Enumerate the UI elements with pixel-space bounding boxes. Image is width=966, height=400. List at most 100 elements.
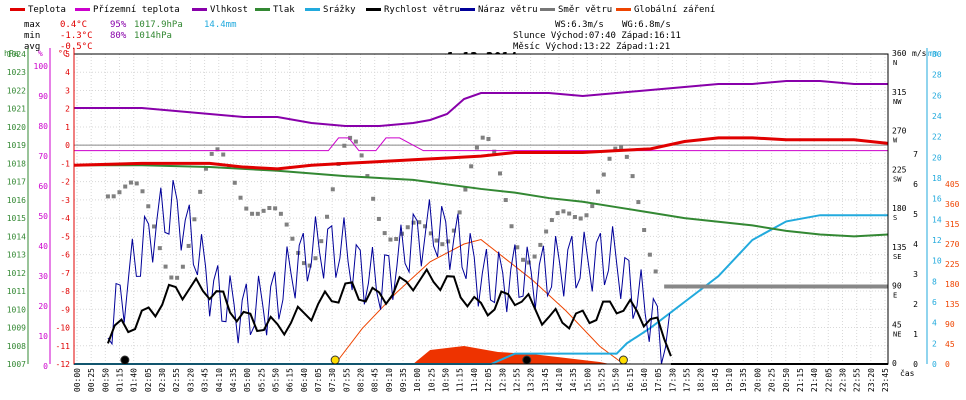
legend-label: Srážky (323, 5, 356, 15)
legend-swatch (540, 8, 555, 11)
tick-radiation: 270 (945, 240, 960, 249)
tick-pct: 90 (38, 92, 48, 101)
wind-direction-point (434, 238, 439, 243)
tick-pct: 10 (38, 332, 48, 341)
wind-direction-point (601, 172, 606, 177)
wind-direction-point (203, 166, 208, 171)
wind-direction-point (636, 200, 641, 205)
info-wg: WG:6.8m/s (622, 20, 671, 30)
tick-time: 04:10 (215, 368, 224, 392)
stats-min-temp: -1.3°C (60, 31, 93, 41)
wind-direction-point (330, 187, 335, 192)
legend-swatch (192, 8, 207, 11)
tick-radiation: 180 (945, 280, 960, 289)
wind-direction-point (307, 263, 312, 268)
tick-time: 23:45 (881, 368, 890, 392)
wind-direction-point (175, 275, 180, 280)
info-sun: Slunce Východ:07:40 Západ:16:11 (513, 31, 681, 41)
tick-pct: 40 (38, 242, 48, 251)
tick-time: 07:30 (328, 368, 337, 392)
wind-direction-point (163, 264, 168, 269)
tick-hpa: 1008 (7, 342, 26, 351)
tick-time: 12:30 (498, 368, 507, 392)
tick-direction-deg: 45 (892, 320, 902, 329)
wind-direction-point (630, 174, 635, 179)
tick-c: -5 (60, 232, 70, 241)
tick-time: 04:35 (229, 368, 238, 392)
wind-direction-point (117, 190, 122, 195)
tick-ms: 6 (913, 180, 918, 189)
wind-direction-point (267, 206, 272, 211)
tick-time: 07:05 (314, 368, 323, 392)
wind-direction-point (353, 139, 358, 144)
series-humidity (74, 80, 888, 127)
tick-time: 16:40 (640, 368, 649, 392)
tick-mm: 30 (932, 50, 942, 59)
tick-time: 13:45 (541, 368, 550, 392)
wind-direction-point (192, 217, 197, 222)
tick-hpa: 1022 (7, 86, 26, 95)
tick-ms: 4 (913, 240, 918, 249)
info-ws: WS:6.3m/s (555, 20, 604, 30)
tick-hpa: 1023 (7, 68, 26, 77)
tick-c: -12 (56, 360, 71, 369)
wind-direction-point (134, 181, 139, 186)
legend-label: Teplota (28, 5, 66, 15)
tick-time: 07:55 (342, 368, 351, 392)
axis-hpa-title: hPa (4, 49, 19, 58)
wind-direction-point (423, 224, 428, 229)
tick-radiation: 405 (945, 180, 960, 189)
tick-c: -6 (60, 251, 70, 260)
legend-label: Přízemní teplota (93, 5, 180, 15)
legend-label: Vlhkost (210, 5, 248, 15)
wind-direction-point (480, 135, 485, 140)
series-wind-speed (106, 267, 672, 357)
axis-mm-title: mm (928, 49, 938, 58)
tick-c: 3 (65, 86, 70, 95)
wind-direction-point (624, 154, 629, 159)
tick-time: 12:55 (512, 368, 521, 392)
wind-direction-point (561, 209, 566, 214)
wind-direction-point (549, 218, 554, 223)
wind-direction-point (590, 204, 595, 209)
tick-radiation: 0 (945, 360, 950, 369)
tick-c: -8 (60, 287, 70, 296)
stats-avg-temp: -0.5°C (60, 42, 93, 52)
tick-direction-name: NE (893, 330, 901, 338)
tick-time: 05:00 (243, 368, 252, 392)
tick-time: 18:45 (711, 368, 720, 392)
wind-direction-point (255, 211, 260, 216)
tick-hpa: 1010 (7, 305, 26, 314)
wind-direction-point (503, 198, 508, 203)
tick-time: 14:10 (555, 368, 564, 392)
wind-direction-point (647, 252, 652, 257)
tick-direction-deg: 315 (892, 88, 907, 97)
wind-direction-point (359, 153, 364, 158)
tick-direction-name: E (893, 292, 897, 300)
tick-time: 17:30 (668, 368, 677, 392)
legend-label: Směr větru (558, 5, 612, 15)
tick-time: 19:35 (739, 368, 748, 392)
wind-direction-point (301, 261, 306, 266)
tick-direction-deg: 0 (892, 359, 897, 368)
tick-time: 10:50 (442, 368, 451, 392)
tick-ms: 2 (913, 300, 918, 309)
tick-time: 23:20 (867, 368, 876, 392)
tick-hpa: 1007 (7, 360, 26, 369)
tick-time: 09:10 (385, 368, 394, 392)
legend-label: Tlak (273, 5, 295, 15)
wind-direction-point (538, 242, 543, 247)
wind-direction-point (463, 187, 468, 192)
tick-time: 03:20 (186, 368, 195, 392)
tick-mm: 20 (932, 153, 942, 162)
legend-swatch (366, 8, 381, 11)
sun-marker (618, 355, 628, 365)
tick-mm: 16 (932, 195, 942, 204)
wind-direction-point (469, 164, 474, 169)
tick-time: 00:25 (87, 368, 96, 392)
moon-marker (120, 355, 130, 365)
tick-time: 02:30 (158, 368, 167, 392)
wind-direction-point (198, 189, 203, 194)
tick-time: 21:40 (810, 368, 819, 392)
